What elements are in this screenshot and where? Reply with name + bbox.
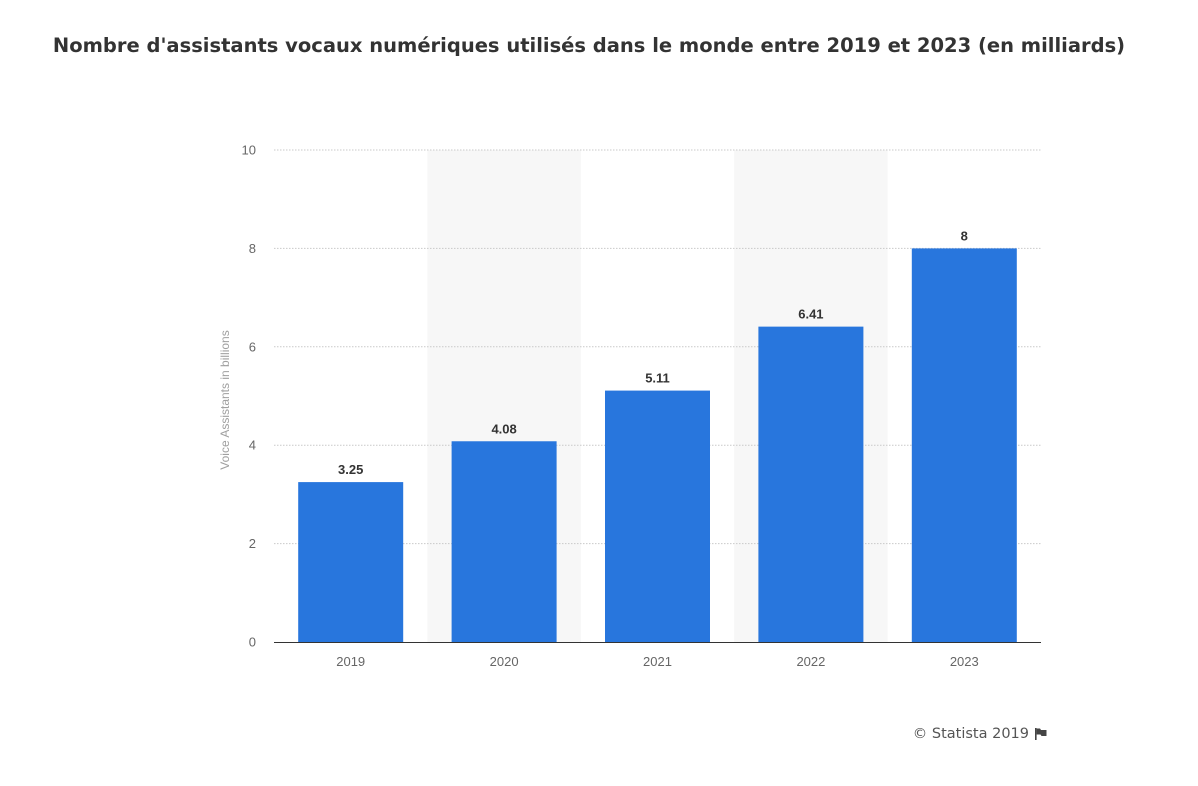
y-axis-label: Voice Assistants in billions (218, 330, 232, 469)
x-tick-label: 2019 (336, 654, 365, 669)
x-tick-label: 2020 (490, 654, 519, 669)
bar-2021[interactable] (605, 390, 710, 642)
value-label: 3.25 (338, 462, 363, 477)
statista-credit[interactable]: © Statista 2019 (913, 726, 1048, 742)
flag-icon (1035, 728, 1047, 740)
bar-2019[interactable] (298, 482, 404, 642)
value-labels: 3.25 4.08 5.11 6.41 8 (338, 228, 968, 477)
bar-2023[interactable] (911, 248, 1017, 642)
value-label: 4.08 (491, 421, 516, 436)
y-tick-label: 8 (249, 241, 256, 256)
x-tick-label: 2023 (950, 654, 979, 669)
x-axis-ticks: 2019 2020 2021 2022 2023 (336, 654, 979, 669)
x-tick-label: 2021 (643, 654, 672, 669)
y-tick-label: 0 (249, 635, 256, 650)
credit-text: © Statista 2019 (912, 726, 1029, 742)
value-label: 6.41 (798, 307, 823, 322)
value-label: 5.11 (645, 371, 670, 386)
x-tick-label: 2022 (796, 654, 825, 669)
y-axis-ticks: 0 2 4 6 8 10 (242, 143, 256, 650)
y-tick-label: 10 (242, 143, 256, 158)
chart-title: Nombre d'assistants vocaux numériques ut… (52, 34, 1126, 57)
y-tick-label: 4 (249, 438, 256, 453)
y-tick-label: 2 (249, 536, 256, 551)
bar-2020[interactable] (451, 441, 557, 642)
y-tick-label: 6 (249, 339, 256, 354)
bar-2022[interactable] (758, 326, 864, 642)
bars (298, 248, 1017, 642)
value-label: 8 (961, 228, 968, 243)
